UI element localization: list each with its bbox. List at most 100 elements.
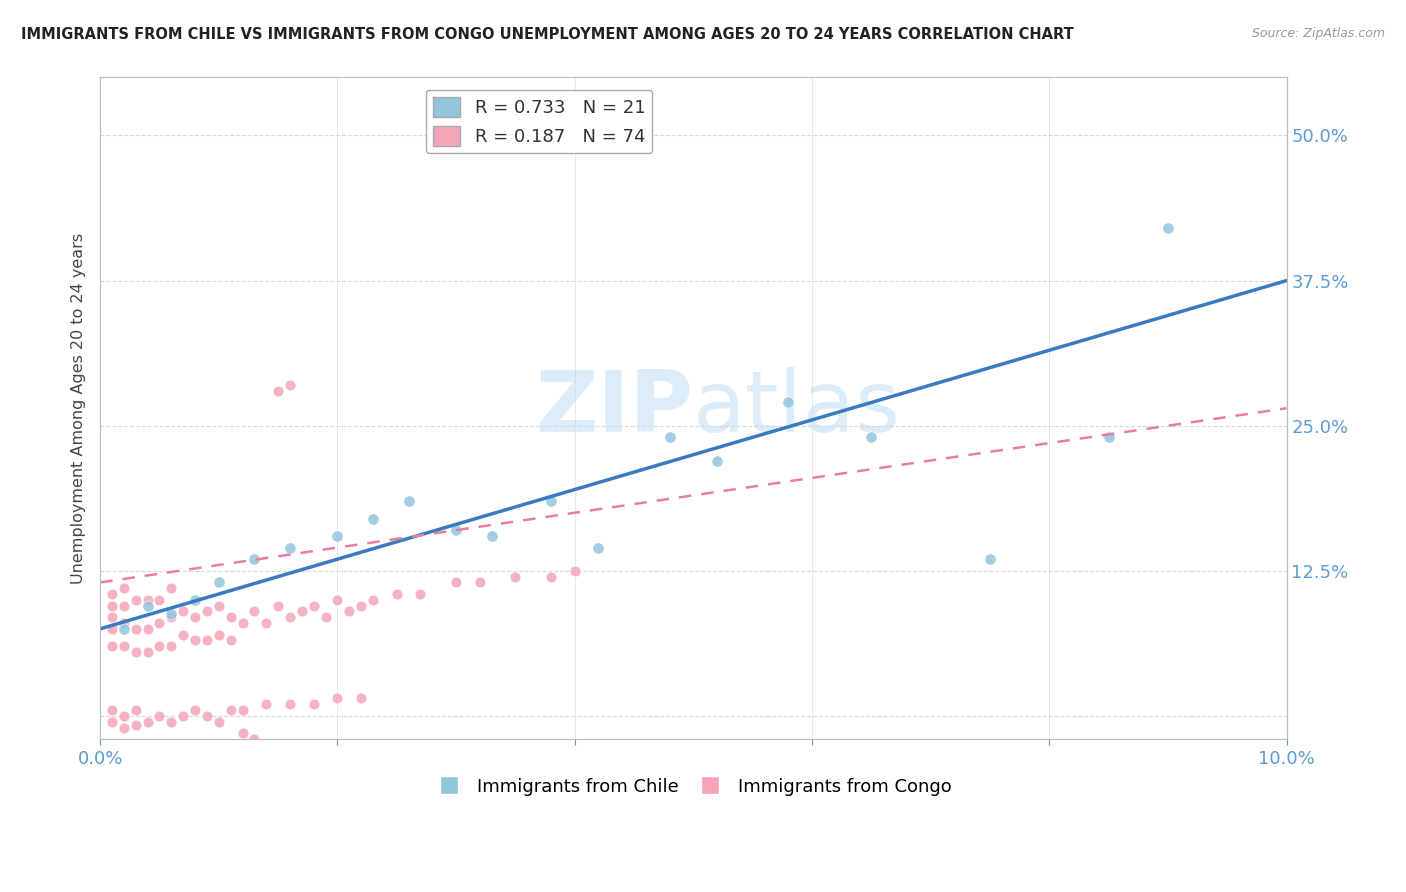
Point — [172, 627, 194, 641]
Point — [125, 718, 148, 732]
Point — [112, 581, 135, 595]
Point — [160, 581, 183, 595]
Point — [112, 615, 135, 630]
Point — [278, 698, 301, 712]
Point — [195, 604, 218, 618]
Point — [243, 604, 266, 618]
Point — [136, 714, 159, 729]
Point — [101, 599, 124, 613]
Point — [148, 615, 170, 630]
Point — [337, 604, 360, 618]
Point — [350, 691, 373, 706]
Point — [540, 494, 562, 508]
Point — [706, 453, 728, 467]
Point — [468, 575, 491, 590]
Point — [243, 732, 266, 747]
Point — [184, 633, 207, 648]
Point — [101, 714, 124, 729]
Point — [326, 529, 349, 543]
Point — [267, 384, 290, 398]
Point — [112, 639, 135, 653]
Point — [101, 703, 124, 717]
Point — [1157, 221, 1180, 235]
Point — [112, 622, 135, 636]
Point — [208, 714, 231, 729]
Point — [398, 494, 420, 508]
Point — [101, 610, 124, 624]
Point — [385, 587, 408, 601]
Point — [219, 610, 242, 624]
Point — [125, 645, 148, 659]
Point — [315, 610, 337, 624]
Point — [409, 587, 432, 601]
Point — [361, 511, 384, 525]
Point — [101, 622, 124, 636]
Point — [184, 592, 207, 607]
Point — [267, 599, 290, 613]
Point — [278, 541, 301, 555]
Point — [136, 599, 159, 613]
Point — [219, 703, 242, 717]
Point — [231, 703, 253, 717]
Point — [505, 569, 527, 583]
Point — [148, 639, 170, 653]
Point — [208, 599, 231, 613]
Point — [326, 691, 349, 706]
Point — [160, 639, 183, 653]
Point — [254, 615, 277, 630]
Point — [208, 627, 231, 641]
Point — [444, 575, 467, 590]
Point — [112, 599, 135, 613]
Point — [658, 430, 681, 444]
Point — [1097, 430, 1119, 444]
Point — [444, 523, 467, 537]
Point — [136, 645, 159, 659]
Point — [184, 610, 207, 624]
Point — [778, 395, 800, 409]
Point — [979, 552, 1001, 566]
Point — [125, 592, 148, 607]
Point — [101, 587, 124, 601]
Text: atlas: atlas — [693, 367, 901, 450]
Text: IMMIGRANTS FROM CHILE VS IMMIGRANTS FROM CONGO UNEMPLOYMENT AMONG AGES 20 TO 24 : IMMIGRANTS FROM CHILE VS IMMIGRANTS FROM… — [21, 27, 1074, 42]
Point — [125, 703, 148, 717]
Point — [148, 592, 170, 607]
Point — [361, 592, 384, 607]
Point — [172, 709, 194, 723]
Point — [540, 569, 562, 583]
Point — [112, 721, 135, 735]
Point — [278, 610, 301, 624]
Point — [860, 430, 883, 444]
Point — [291, 604, 314, 618]
Point — [101, 639, 124, 653]
Point — [148, 709, 170, 723]
Point — [195, 709, 218, 723]
Point — [136, 622, 159, 636]
Point — [219, 633, 242, 648]
Point — [326, 592, 349, 607]
Text: ZIP: ZIP — [536, 367, 693, 450]
Y-axis label: Unemployment Among Ages 20 to 24 years: Unemployment Among Ages 20 to 24 years — [72, 233, 86, 584]
Point — [195, 633, 218, 648]
Point — [136, 592, 159, 607]
Point — [160, 610, 183, 624]
Point — [302, 698, 325, 712]
Legend: Immigrants from Chile, Immigrants from Congo: Immigrants from Chile, Immigrants from C… — [427, 771, 959, 803]
Point — [243, 552, 266, 566]
Point — [350, 599, 373, 613]
Point — [125, 622, 148, 636]
Point — [160, 714, 183, 729]
Point — [172, 604, 194, 618]
Point — [184, 703, 207, 717]
Point — [112, 709, 135, 723]
Point — [481, 529, 503, 543]
Point — [254, 698, 277, 712]
Point — [231, 615, 253, 630]
Point — [160, 607, 183, 621]
Point — [278, 378, 301, 392]
Point — [231, 726, 253, 740]
Text: Source: ZipAtlas.com: Source: ZipAtlas.com — [1251, 27, 1385, 40]
Point — [564, 564, 586, 578]
Point — [208, 575, 231, 590]
Point — [588, 541, 610, 555]
